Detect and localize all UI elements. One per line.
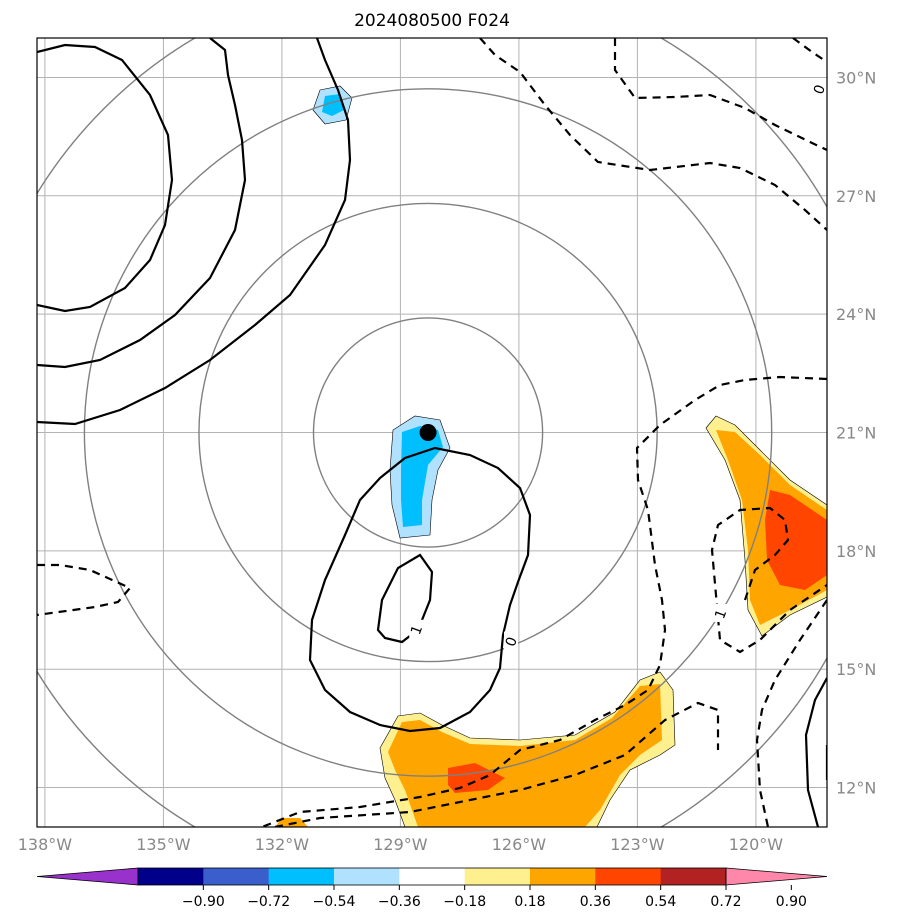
colorbar-tick-label: −0.90 — [182, 894, 225, 910]
solid-contour-nw-inner — [37, 43, 174, 313]
dashed-contour-ne-inner — [479, 38, 827, 231]
negative-shading-center-core — [401, 426, 443, 527]
colorbar-tick-label: 0.90 — [776, 894, 807, 910]
dashed-contour-west — [37, 563, 132, 617]
colorbar-tick-label: −0.72 — [247, 894, 290, 910]
center-marker — [419, 424, 437, 441]
range-ring — [83, 88, 773, 777]
negative-shading-north-core — [322, 94, 344, 116]
solid-contour-nw-outer — [37, 38, 352, 426]
dashed-contour-east-large — [261, 375, 827, 827]
dashed-contour-east-inner — [710, 506, 827, 654]
y-tick-label: 24°N — [836, 305, 876, 324]
y-tick-label: 27°N — [836, 187, 876, 206]
colorbar-tick-label: −0.54 — [313, 894, 356, 910]
x-tick-label: 135°W — [136, 835, 191, 854]
y-tick-label: 21°N — [836, 424, 876, 443]
colorbar-bin — [334, 868, 400, 885]
y-tick-label: 18°N — [836, 542, 876, 561]
contour-label-bg — [713, 603, 728, 622]
colorbar-bin — [464, 868, 531, 885]
dashed-contour-layer — [37, 38, 827, 827]
range-ring — [198, 202, 658, 663]
plot-border — [36, 37, 828, 828]
contour-layer — [37, 38, 827, 827]
x-tick-label: 123°W — [610, 835, 665, 854]
shading-layer — [275, 85, 827, 827]
colorbar-bin — [268, 868, 335, 885]
contour-label-bg — [504, 631, 518, 650]
solid-contour-nw-middle — [37, 38, 247, 369]
zero-contour-center — [308, 446, 532, 733]
colorbar: −0.90 −0.72 −0.54 −0.36 −0.18 0.18 0.36 0.54 0.7… — [36, 867, 828, 910]
y-tick-label: 30°N — [836, 68, 876, 87]
colorbar-tick-label: 0.54 — [645, 894, 676, 910]
colorbar-bin — [660, 868, 727, 885]
solid-contour-se-edge — [804, 677, 827, 827]
colorbar-tick-label: 0.36 — [580, 894, 611, 910]
y-tick-label: 12°N — [836, 779, 876, 798]
colorbar-bin — [530, 868, 596, 885]
x-tick-label: 120°W — [729, 835, 784, 854]
contour-label: 0 — [811, 83, 829, 97]
dashed-contour-ne-outer — [613, 38, 827, 151]
positive-shading-southeast-max — [448, 763, 505, 793]
dashed-contour-south — [755, 599, 827, 827]
colorbar-bin — [138, 868, 204, 885]
positive-shading-southwest — [275, 818, 308, 827]
range-ring — [312, 317, 544, 548]
colorbar-bin — [203, 868, 270, 885]
x-tick-label: 129°W — [373, 835, 428, 854]
x-tick-label: 126°W — [492, 835, 547, 854]
x-tick-label: 138°W — [18, 835, 73, 854]
x-tick-label: 132°W — [255, 835, 310, 854]
one-contour-center — [376, 553, 434, 644]
x-tick-labels: 138°W 135°W 132°W 129°W 126°W 123°W 120°W — [18, 835, 784, 854]
colorbar-extend-high — [725, 867, 828, 886]
colorbar-bin — [399, 868, 466, 885]
colorbar-frame — [137, 867, 727, 886]
colorbar-tick-label: −0.36 — [378, 894, 421, 910]
contour-label-bg — [409, 619, 424, 638]
chart-title: 2024080500 F024 — [354, 11, 510, 31]
range-rings — [37, 38, 827, 827]
y-tick-label: 15°N — [836, 660, 876, 679]
colorbar-tick-label: 0.18 — [514, 894, 545, 910]
y-tick-labels: 12°N 15°N 18°N 21°N 24°N 27°N 30°N — [836, 68, 876, 797]
colorbar-tick-label: 0.72 — [710, 894, 741, 910]
colorbar-tick-label: −0.18 — [443, 894, 486, 910]
grid-layer — [37, 38, 827, 827]
colorbar-extend-low — [36, 867, 139, 886]
dashed-contour-ne-corner — [792, 38, 827, 63]
contour-label-bg — [812, 79, 827, 98]
colorbar-bin — [595, 868, 662, 885]
